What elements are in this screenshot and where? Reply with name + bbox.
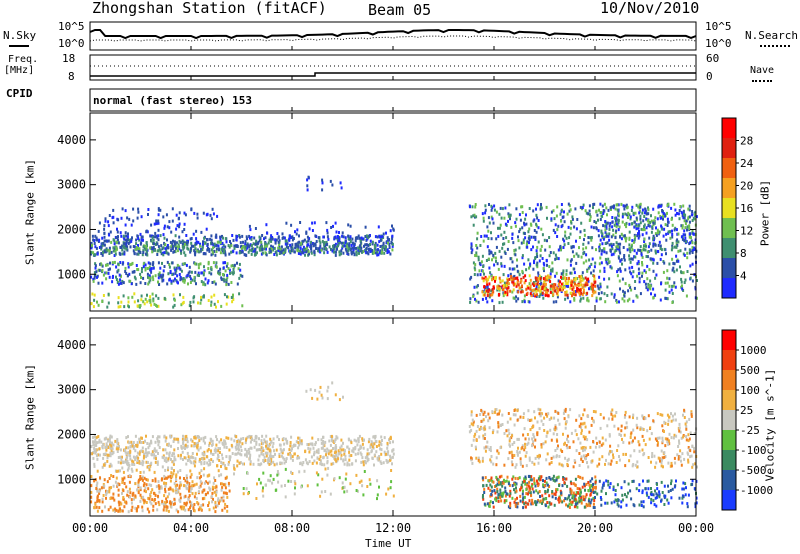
colorbar-segment	[722, 470, 736, 491]
colorbar-tick-label: 16	[740, 202, 753, 215]
colorbar-tick-label: 24	[740, 157, 754, 170]
y-tick-label: 3000	[57, 383, 86, 397]
y-tick-label: 1000	[57, 267, 86, 281]
colorbar-tick-label: 4	[740, 270, 747, 283]
colorbar-tick-label: 12	[740, 225, 753, 238]
colorbar-tick-label: 100	[740, 384, 760, 397]
freq-tick-bottom: 8	[68, 70, 75, 83]
x-tick-label: 12:00	[375, 521, 411, 535]
y-tick-label: 4000	[57, 338, 86, 352]
nave-line	[90, 72, 696, 77]
colorbar-segment	[722, 218, 736, 239]
nsearch-legend-line	[760, 45, 790, 47]
freq-tick-top: 18	[62, 52, 76, 65]
y-tick-label: 3000	[57, 178, 86, 192]
colorbar-segment	[722, 450, 736, 471]
colorbar-segment	[722, 278, 736, 299]
y-tick-label: 2000	[57, 427, 86, 441]
colorbar-segment	[722, 198, 736, 219]
x-tick-label: 16:00	[476, 521, 512, 535]
colorbar-tick-label: -100	[740, 444, 767, 457]
colorbar-tick-label: 1000	[740, 344, 767, 357]
colorbar-tick-label: -1000	[740, 484, 773, 497]
beam-label: Beam 05	[368, 1, 432, 19]
colorbar-segment	[722, 430, 736, 451]
x-tick-label: 04:00	[173, 521, 209, 535]
freq-label-1: Freq.	[8, 54, 39, 65]
y-tick-label: 2000	[57, 222, 86, 236]
nsearch-tick-top: 10^5	[705, 20, 732, 33]
x-tick-label: 08:00	[274, 521, 310, 535]
colorbar-tick-label: 28	[740, 135, 753, 148]
colorbar-tick-label: 25	[740, 404, 753, 417]
velocity-ylabel: Slant Range [km]	[23, 364, 37, 470]
colorbar-segment	[722, 410, 736, 431]
colorbar-segment	[722, 138, 736, 159]
nave-tick-top: 60	[706, 52, 720, 65]
cpid-label: CPID	[6, 87, 33, 100]
date-label: 10/Nov/2010	[600, 0, 700, 17]
colorbar-segment	[722, 158, 736, 179]
colorbar-segment	[722, 370, 736, 391]
colorbar-segment	[722, 258, 736, 279]
power-cbar-label: Power [dB]	[758, 179, 772, 247]
nsky-panel	[89, 21, 697, 51]
nsky-label: N.Sky	[3, 29, 37, 42]
nsearch-label: N.Search	[745, 29, 798, 42]
velocity-panel: 1000 2000 3000 4000	[57, 317, 698, 517]
x-axis-label: Time UT	[365, 537, 412, 550]
colorbar-segment	[722, 330, 736, 351]
nave-tick-bottom: 0	[706, 70, 713, 83]
nave-label: Nave	[750, 65, 775, 76]
colorbar-tick-label: -500	[740, 464, 767, 477]
y-tick-label: 1000	[57, 472, 86, 486]
colorbar-tick-label: 500	[740, 364, 760, 377]
freq-label-2: [MHz]	[4, 65, 35, 76]
nave-legend-line	[752, 80, 772, 82]
colorbar-tick-label: 20	[740, 180, 753, 193]
colorbar-segment	[722, 490, 736, 511]
velocity-cbar-label: Velocity [m s^-1]	[763, 368, 777, 482]
nsky-legend-line	[9, 45, 29, 47]
colorbar-tick-label: -25	[740, 424, 760, 437]
colorbar-segment	[722, 350, 736, 371]
nsky-line	[89, 29, 697, 40]
colorbar-segment	[722, 118, 736, 139]
velocity-colorbar: 1000 500 100 25 -25 -100 -500 -1000	[721, 329, 773, 511]
power-ylabel: Slant Range [km]	[23, 159, 37, 265]
x-tick-label: 00:00	[72, 521, 108, 535]
colorbar-tick-label: 8	[740, 247, 747, 260]
station-title: Zhongshan Station (fitACF)	[92, 0, 327, 17]
nsearch-tick-bottom: 10^0	[705, 37, 732, 50]
power-colorbar: 4 8 12 16 20 24 28	[721, 117, 754, 299]
colorbar-segment	[722, 178, 736, 199]
y-tick-label: 4000	[57, 133, 86, 147]
nsky-tick-top: 10^5	[58, 20, 85, 33]
colorbar-segment	[722, 238, 736, 259]
nsky-tick-bottom: 10^0	[58, 37, 85, 50]
power-panel: 1000 2000 3000 4000	[57, 112, 698, 312]
x-tick-label: 20:00	[577, 521, 613, 535]
x-tick-label: 00:00	[678, 521, 714, 535]
cpid-mode: normal (fast stereo) 153	[93, 94, 252, 107]
colorbar-segment	[722, 390, 736, 411]
